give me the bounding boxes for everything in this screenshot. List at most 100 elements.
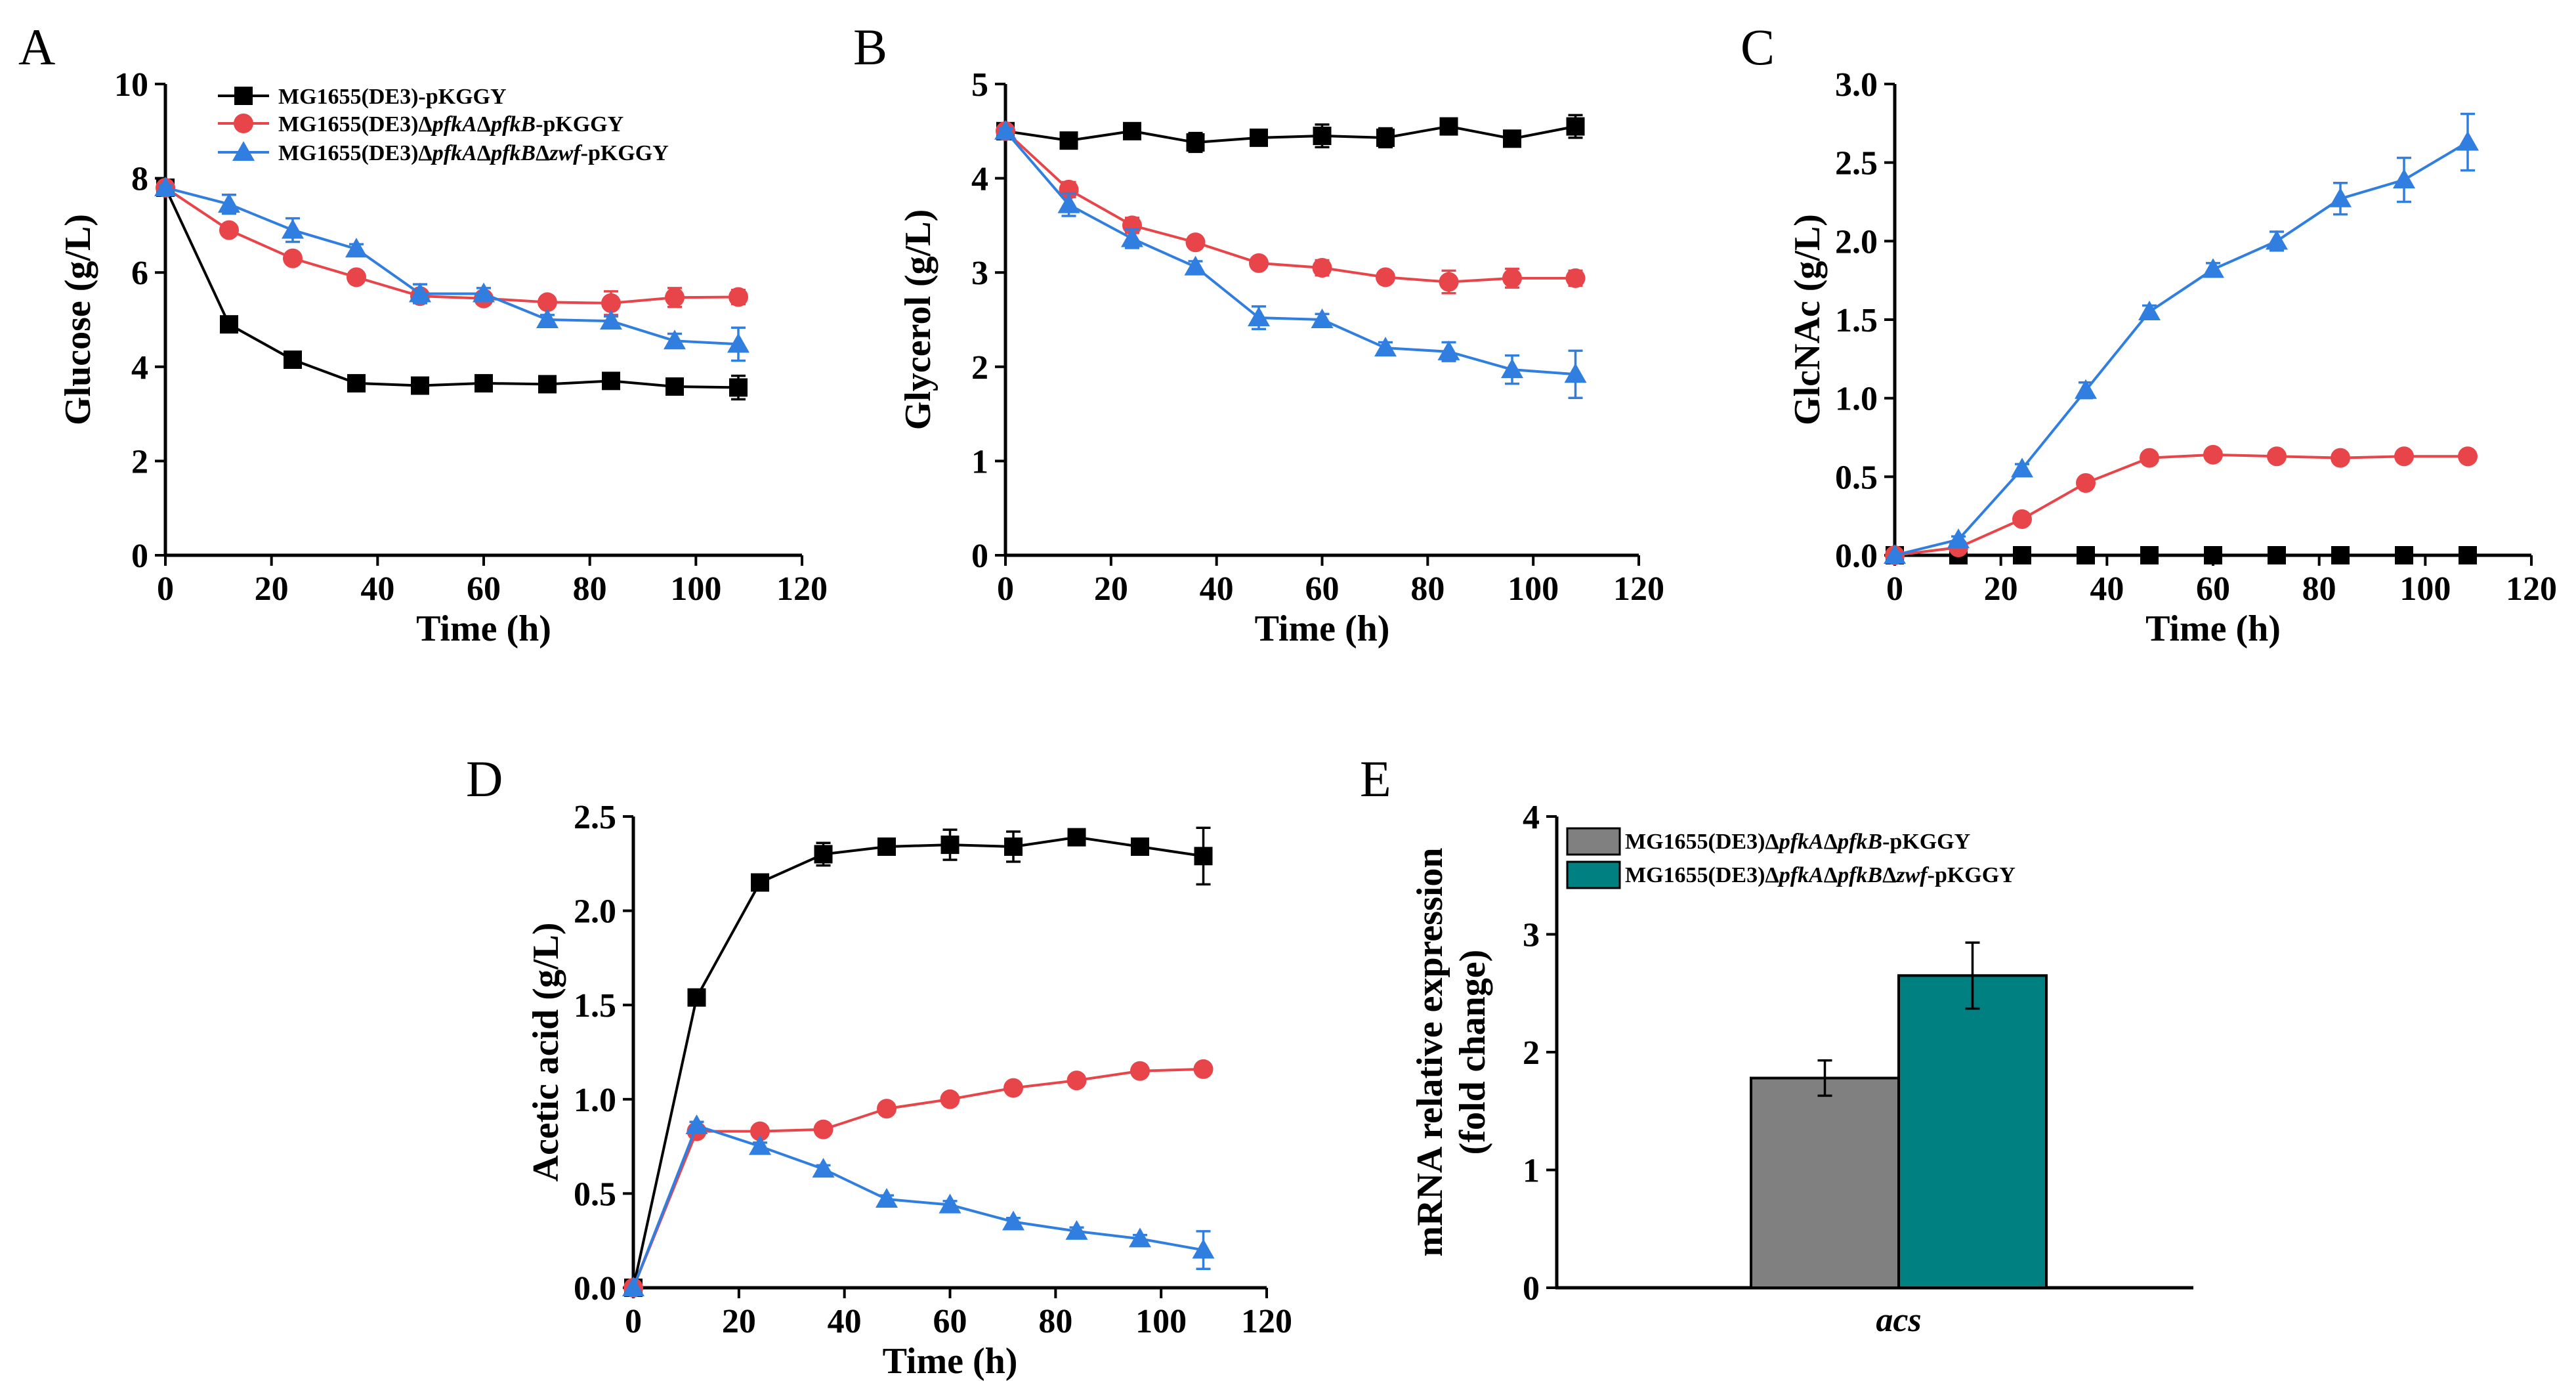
data-point: [664, 329, 686, 350]
data-point: [1004, 837, 1023, 856]
legend-text-part: -pKGGY: [536, 112, 623, 137]
y-tick-label: 4: [971, 161, 988, 198]
y-tick-label: 5: [971, 66, 988, 104]
legend-label: MG1655(DE3)ΔpfkAΔpfkBΔzwf-pKGGY: [278, 141, 669, 165]
data-point: [729, 378, 748, 397]
y-axis-label: Acetic acid (g/L): [526, 923, 566, 1182]
data-point: [1057, 193, 1080, 213]
data-point: [2267, 446, 2287, 467]
data-point: [347, 267, 366, 287]
data-point: [2266, 230, 2288, 250]
data-point: [665, 377, 684, 396]
x-tick-label: 100: [1135, 1303, 1187, 1340]
data-point: [1502, 268, 1522, 288]
series-line: [632, 1067, 1204, 1288]
y-tick-label: 3: [1523, 917, 1540, 954]
series-line: [1004, 130, 1576, 284]
y-tick-label: 1: [971, 443, 988, 480]
data-point: [2268, 546, 2286, 564]
data-point: [1059, 131, 1078, 150]
data-point: [1249, 253, 1269, 273]
legend-gene: pfkA: [1777, 830, 1824, 854]
data-point: [1003, 1078, 1023, 1098]
x-tick-label: 80: [2302, 570, 2336, 608]
y-tick-label: 1.0: [1835, 381, 1878, 418]
x-tick-label: 80: [1038, 1303, 1072, 1340]
y-tick-label: 2.5: [1835, 145, 1878, 182]
x-tick-label: 0: [997, 570, 1014, 608]
data-point: [728, 287, 748, 307]
data-point: [940, 836, 960, 855]
x-tick-label: 60: [467, 570, 501, 608]
legend-label: MG1655(DE3)ΔpfkAΔpfkBΔzwf-pKGGY: [1625, 863, 2016, 887]
y-axis-label: GlcNAc (g/L): [1787, 214, 1828, 425]
data-point: [1185, 232, 1206, 253]
data-point: [2077, 546, 2095, 564]
data-point: [727, 333, 750, 353]
chart-panel-B: B 0 1 2 3 4 5 0 20 40 60 80 100 120 Time (h) Glycerol (…: [853, 18, 1664, 649]
legend-gene: pfkB: [489, 141, 536, 165]
x-tick-label: 120: [1241, 1303, 1292, 1340]
data-point: [751, 873, 769, 892]
data-point: [1186, 133, 1205, 152]
y-tick-label: 0.0: [1835, 538, 1878, 575]
series-line: [1004, 130, 1576, 376]
legend-swatch: [1566, 860, 1621, 889]
x-tick-label: 0: [625, 1303, 642, 1340]
series-wt: [624, 826, 1213, 1297]
legend-gene: pfkB: [1836, 863, 1882, 887]
y-tick-label: 1: [1523, 1153, 1540, 1190]
legend-text-part: Δ: [1824, 863, 1838, 887]
data-point: [283, 248, 303, 268]
legend-swatch: [1566, 827, 1621, 856]
data-point: [622, 1277, 644, 1296]
legend-entry-abz: MG1655(DE3)ΔpfkAΔpfkBΔzwf-pKGGY: [1566, 860, 2016, 889]
data-point: [750, 1121, 770, 1141]
y-tick-label: 2: [131, 443, 148, 480]
legend-label: MG1655(DE3)ΔpfkAΔpfkB-pKGGY: [278, 112, 623, 137]
x-tick-label: 20: [1984, 570, 2018, 608]
y-tick-label: 0.5: [574, 1176, 616, 1213]
data-point: [1437, 340, 1460, 360]
x-tick-label: 20: [722, 1303, 756, 1340]
x-axis-label: Time (h): [883, 1341, 1018, 1382]
data-point: [1501, 358, 1523, 379]
y-tick-label: 1.5: [574, 987, 616, 1025]
data-point: [282, 219, 304, 239]
y-tick-label: 10: [114, 66, 148, 104]
legend-text-part: Δ: [1824, 830, 1838, 854]
legend-label: MG1655(DE3)ΔpfkAΔpfkB-pKGGY: [1625, 830, 1970, 854]
series-abz: [154, 176, 750, 362]
legend-gene: pfkA: [431, 112, 477, 137]
y-tick-label: 6: [131, 255, 148, 292]
data-point: [2138, 301, 2161, 321]
y-tick-label: 3.0: [1835, 66, 1878, 104]
data-point: [1312, 258, 1332, 278]
series-abz: [622, 1114, 1215, 1296]
data-point: [602, 371, 620, 391]
data-point: [1947, 528, 1970, 549]
panel-label: C: [1741, 18, 1775, 75]
data-point: [2395, 546, 2413, 564]
x-axis-label: Time (h): [2145, 608, 2281, 649]
data-point: [814, 845, 833, 864]
panel-label: E: [1360, 750, 1391, 807]
data-point: [2459, 546, 2477, 564]
series-line: [1894, 453, 2468, 557]
x-tick-label: 120: [1613, 570, 1664, 608]
data-point: [284, 350, 302, 370]
x-tick-label: 40: [1200, 570, 1234, 608]
y-axis-label-line2: (fold change): [1452, 950, 1493, 1155]
data-point: [2331, 546, 2350, 564]
data-point: [2203, 444, 2223, 465]
data-point: [218, 193, 240, 213]
data-point: [1122, 215, 1142, 236]
data-point: [1194, 847, 1213, 866]
data-point: [749, 1135, 771, 1155]
data-point: [220, 315, 238, 334]
series-ab: [623, 1059, 1214, 1298]
data-point: [2075, 379, 2097, 399]
data-point: [1248, 307, 1270, 327]
data-point: [2458, 446, 2478, 467]
y-tick-label: 2.0: [1835, 223, 1878, 261]
